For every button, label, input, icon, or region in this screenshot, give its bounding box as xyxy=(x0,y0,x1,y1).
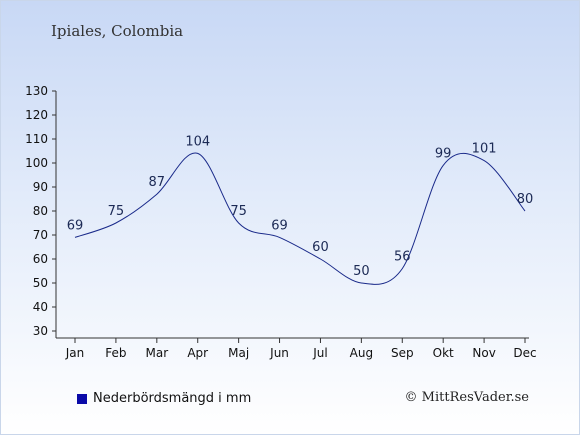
data-label: 101 xyxy=(472,142,497,157)
x-tick-label: Sep xyxy=(391,346,414,360)
y-tick-label: 40 xyxy=(33,300,48,314)
data-label: 99 xyxy=(435,146,452,161)
x-tick-label: Mar xyxy=(145,346,168,360)
x-tick-label: Okt xyxy=(433,346,454,360)
x-tick-label: Jul xyxy=(312,346,327,360)
data-label: 69 xyxy=(67,218,84,233)
x-tick-label: Dec xyxy=(513,346,536,360)
y-tick-label: 50 xyxy=(33,276,48,290)
x-tick-label: Jun xyxy=(269,346,289,360)
data-label: 104 xyxy=(185,134,210,149)
y-tick-label: 90 xyxy=(33,180,48,194)
x-tick-label: Aug xyxy=(350,346,373,360)
y-tick-label: 70 xyxy=(33,228,48,242)
data-label: 75 xyxy=(108,204,125,219)
data-label: 50 xyxy=(353,264,370,279)
y-tick-label: 130 xyxy=(25,84,48,98)
x-tick-label: Nov xyxy=(472,346,495,360)
y-tick-label: 100 xyxy=(25,156,48,170)
y-tick-label: 120 xyxy=(25,108,48,122)
legend: Nederbördsmängd i mm xyxy=(77,391,251,406)
legend-swatch xyxy=(77,393,87,404)
series-line xyxy=(74,152,526,285)
legend-label: Nederbördsmängd i mm xyxy=(93,391,252,406)
x-tick-label: Jan xyxy=(65,346,85,360)
data-label: 60 xyxy=(312,240,329,255)
data-label: 75 xyxy=(230,204,247,219)
data-label: 87 xyxy=(149,175,166,190)
copyright-text: © MittResVader.se xyxy=(404,390,529,405)
chart-title: Ipiales, Colombia xyxy=(51,22,184,40)
y-tick-label: 80 xyxy=(33,204,48,218)
data-label: 80 xyxy=(517,192,534,207)
data-label: 56 xyxy=(394,250,411,265)
y-tick-label: 60 xyxy=(33,252,48,266)
data-label: 69 xyxy=(271,218,288,233)
x-tick-label: Feb xyxy=(105,346,126,360)
x-tick-label: Apr xyxy=(187,346,208,360)
x-tick-label: Maj xyxy=(228,346,249,360)
y-tick-label: 30 xyxy=(33,324,48,338)
y-tick-label: 110 xyxy=(25,132,48,146)
